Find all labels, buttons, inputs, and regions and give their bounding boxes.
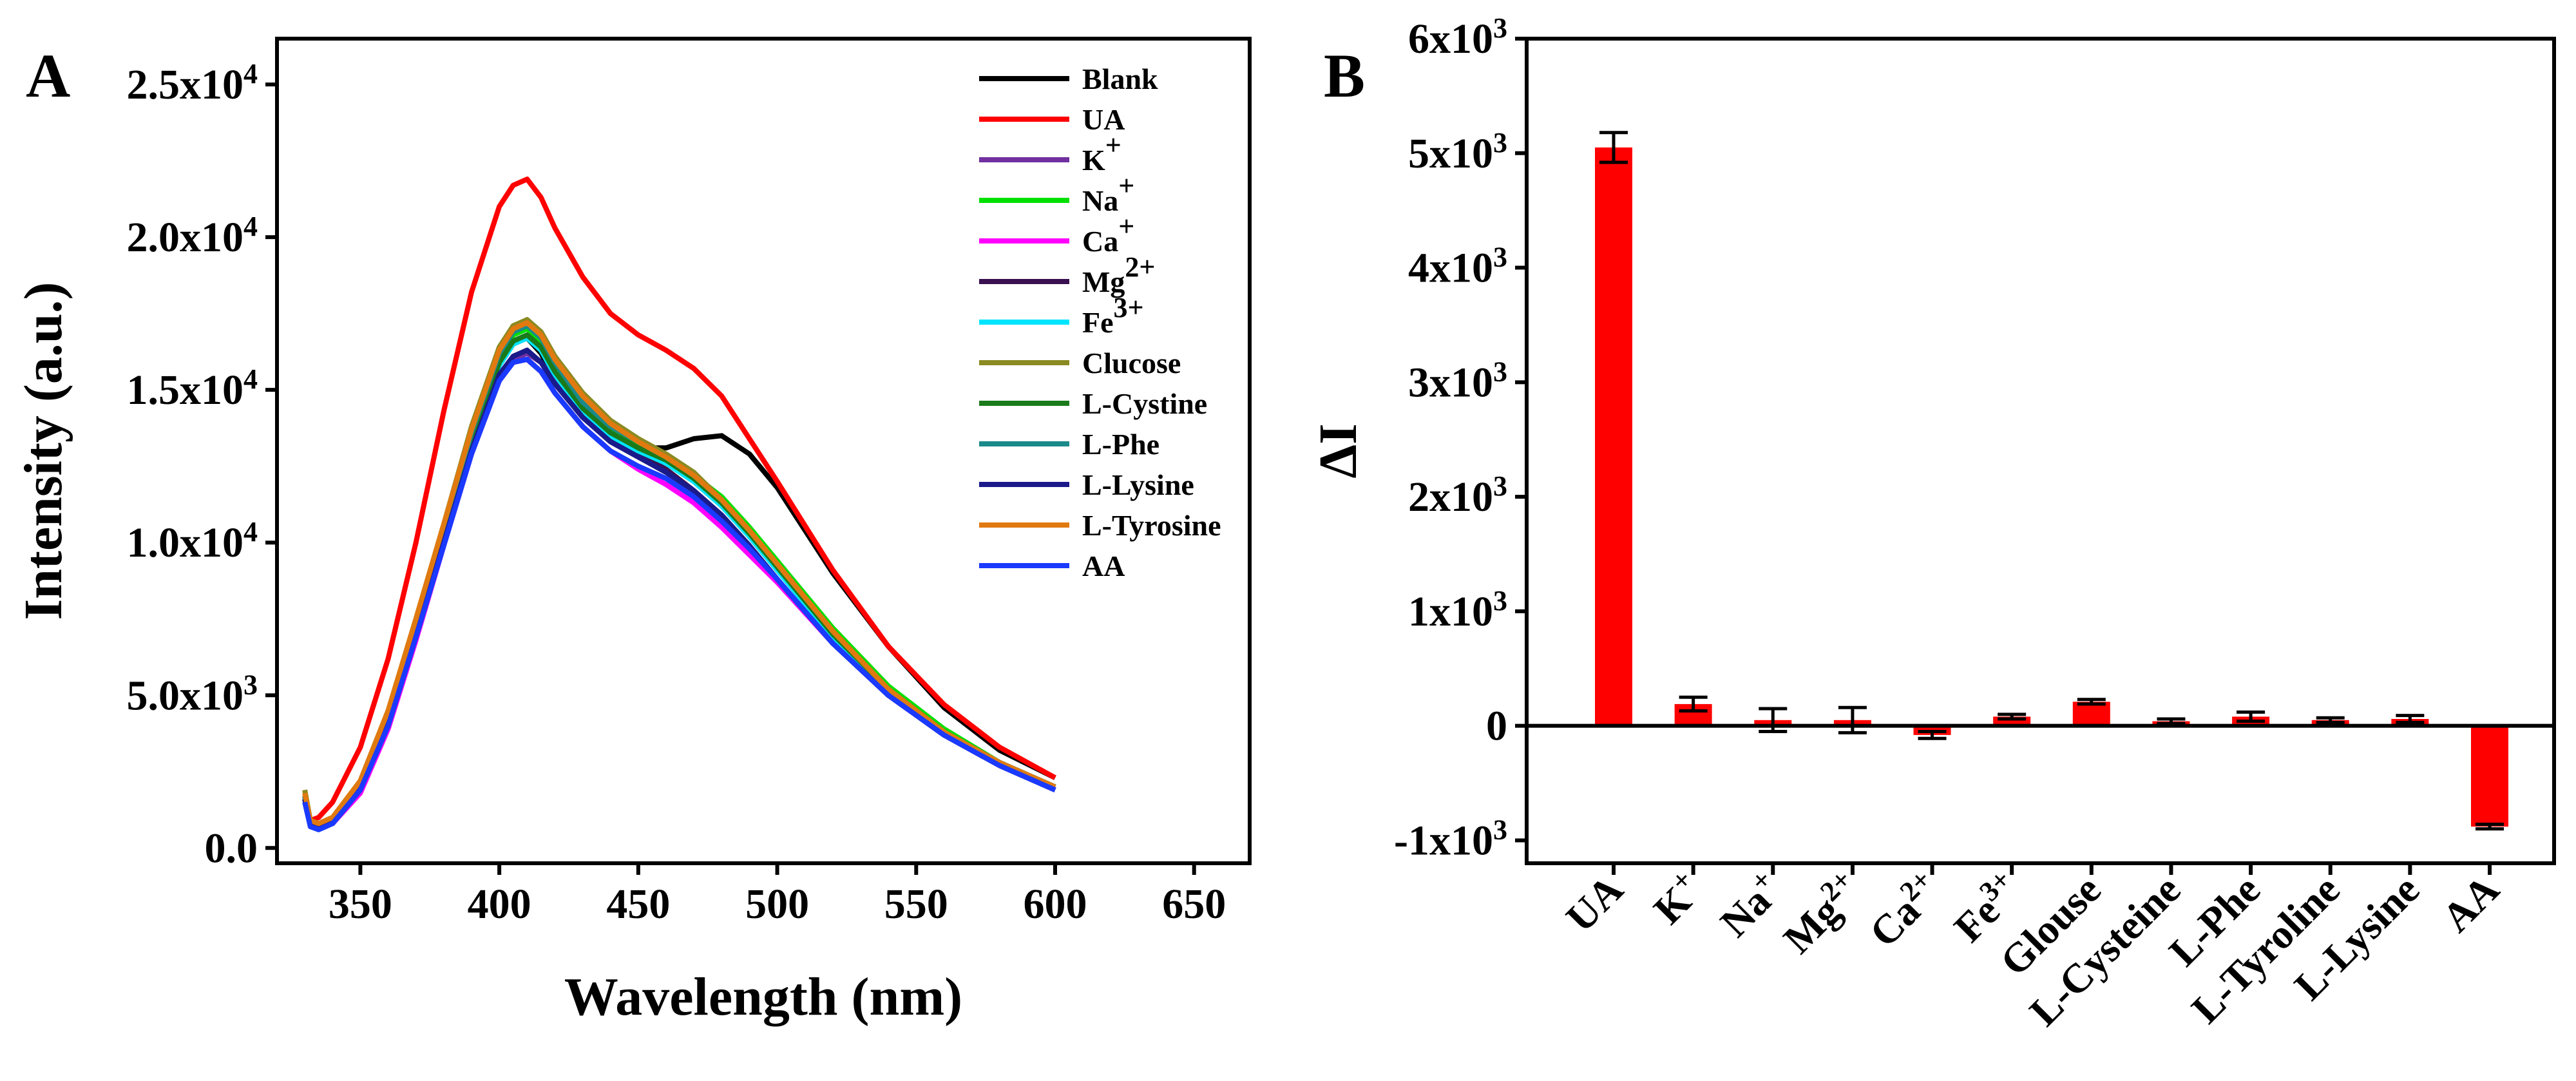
x-tick-label-a: 600 — [1024, 881, 1087, 928]
bar-glouse — [2072, 702, 2110, 726]
y-tick-label-b: 6x103 — [1408, 12, 1507, 63]
y-tick-label-b: -1x103 — [1394, 814, 1507, 865]
legend-label: Na+ — [1082, 170, 1134, 218]
panel-label-b: B — [1324, 41, 1365, 110]
bars — [1527, 131, 2554, 831]
y-tick-label-b: 1x103 — [1408, 584, 1507, 635]
legend: Blank UAK+Na+Ca+Mg2+Fe3+ Clucose L-Cystine L… — [979, 62, 1221, 582]
legend-label: UA — [1082, 103, 1125, 136]
legend-label: L-Tyrosine — [1082, 509, 1221, 542]
legend-label: Ca+ — [1082, 211, 1134, 258]
legend-label: Mg2+ — [1082, 251, 1156, 299]
x-tick-label-a: 450 — [606, 881, 670, 928]
y-tick-label-a: 2.5x104 — [127, 58, 258, 109]
legend-label: AA — [1082, 550, 1125, 582]
legend-label: Blank — [1082, 62, 1158, 95]
legend-label: Fe3+ — [1082, 292, 1144, 340]
series-line-l-tyrosine — [302, 320, 1056, 827]
bar-ua — [1595, 147, 1632, 726]
panel-a-spectra-chart: A 350 400 450 500 550 600 650 0.0 5.0x103 1.0x104… — [14, 37, 1252, 1027]
y-tick-label-b: 5x103 — [1408, 126, 1507, 177]
x-tick-label-a: 400 — [468, 881, 531, 928]
y-tick-label-b: 0 — [1486, 703, 1507, 750]
x-axis-title-a: Wavelength (nm) — [564, 967, 962, 1027]
y-tick-label-b: 3x103 — [1408, 356, 1507, 407]
series-line-ua — [302, 177, 1056, 823]
y-tick-label-b: 2x103 — [1408, 470, 1507, 521]
legend-label: L-Lysine — [1082, 468, 1194, 501]
y-tick-label-a: 1.0x104 — [127, 516, 258, 567]
y-axis-title-b: ΔI — [1308, 423, 1368, 478]
y-tick-label-a: 0.0 — [205, 825, 258, 872]
y-tick-label-a: 2.0x104 — [127, 211, 258, 262]
plot-frame-a — [275, 37, 1252, 865]
plot-frame-b — [1525, 37, 2556, 865]
series-line-aa — [302, 356, 1056, 832]
x-tick-label-a: 350 — [329, 881, 392, 928]
axis-ticks-a: 350 400 450 500 550 600 650 0.0 5.0x103 1.0x104 1.… — [127, 58, 1226, 928]
legend-label: L-Phe — [1082, 428, 1159, 461]
legend-label: L-Cystine — [1082, 387, 1207, 420]
y-tick-label-a: 1.5x104 — [127, 363, 258, 414]
x-tick-label-a: 500 — [745, 881, 809, 928]
x-tick-label-a: 550 — [884, 881, 948, 928]
panel-label-a: A — [26, 41, 70, 110]
legend-label: Clucose — [1082, 347, 1181, 379]
legend-label: K+ — [1082, 129, 1121, 177]
spectra-series — [302, 177, 1056, 832]
y-tick-label-a: 5.0x103 — [127, 669, 258, 720]
bar-aa — [2471, 725, 2508, 827]
x-tick-label-a: 650 — [1162, 881, 1226, 928]
y-axis-title-a: Intensity (a.u.) — [14, 282, 73, 620]
y-tick-label-b: 4x103 — [1408, 241, 1507, 292]
